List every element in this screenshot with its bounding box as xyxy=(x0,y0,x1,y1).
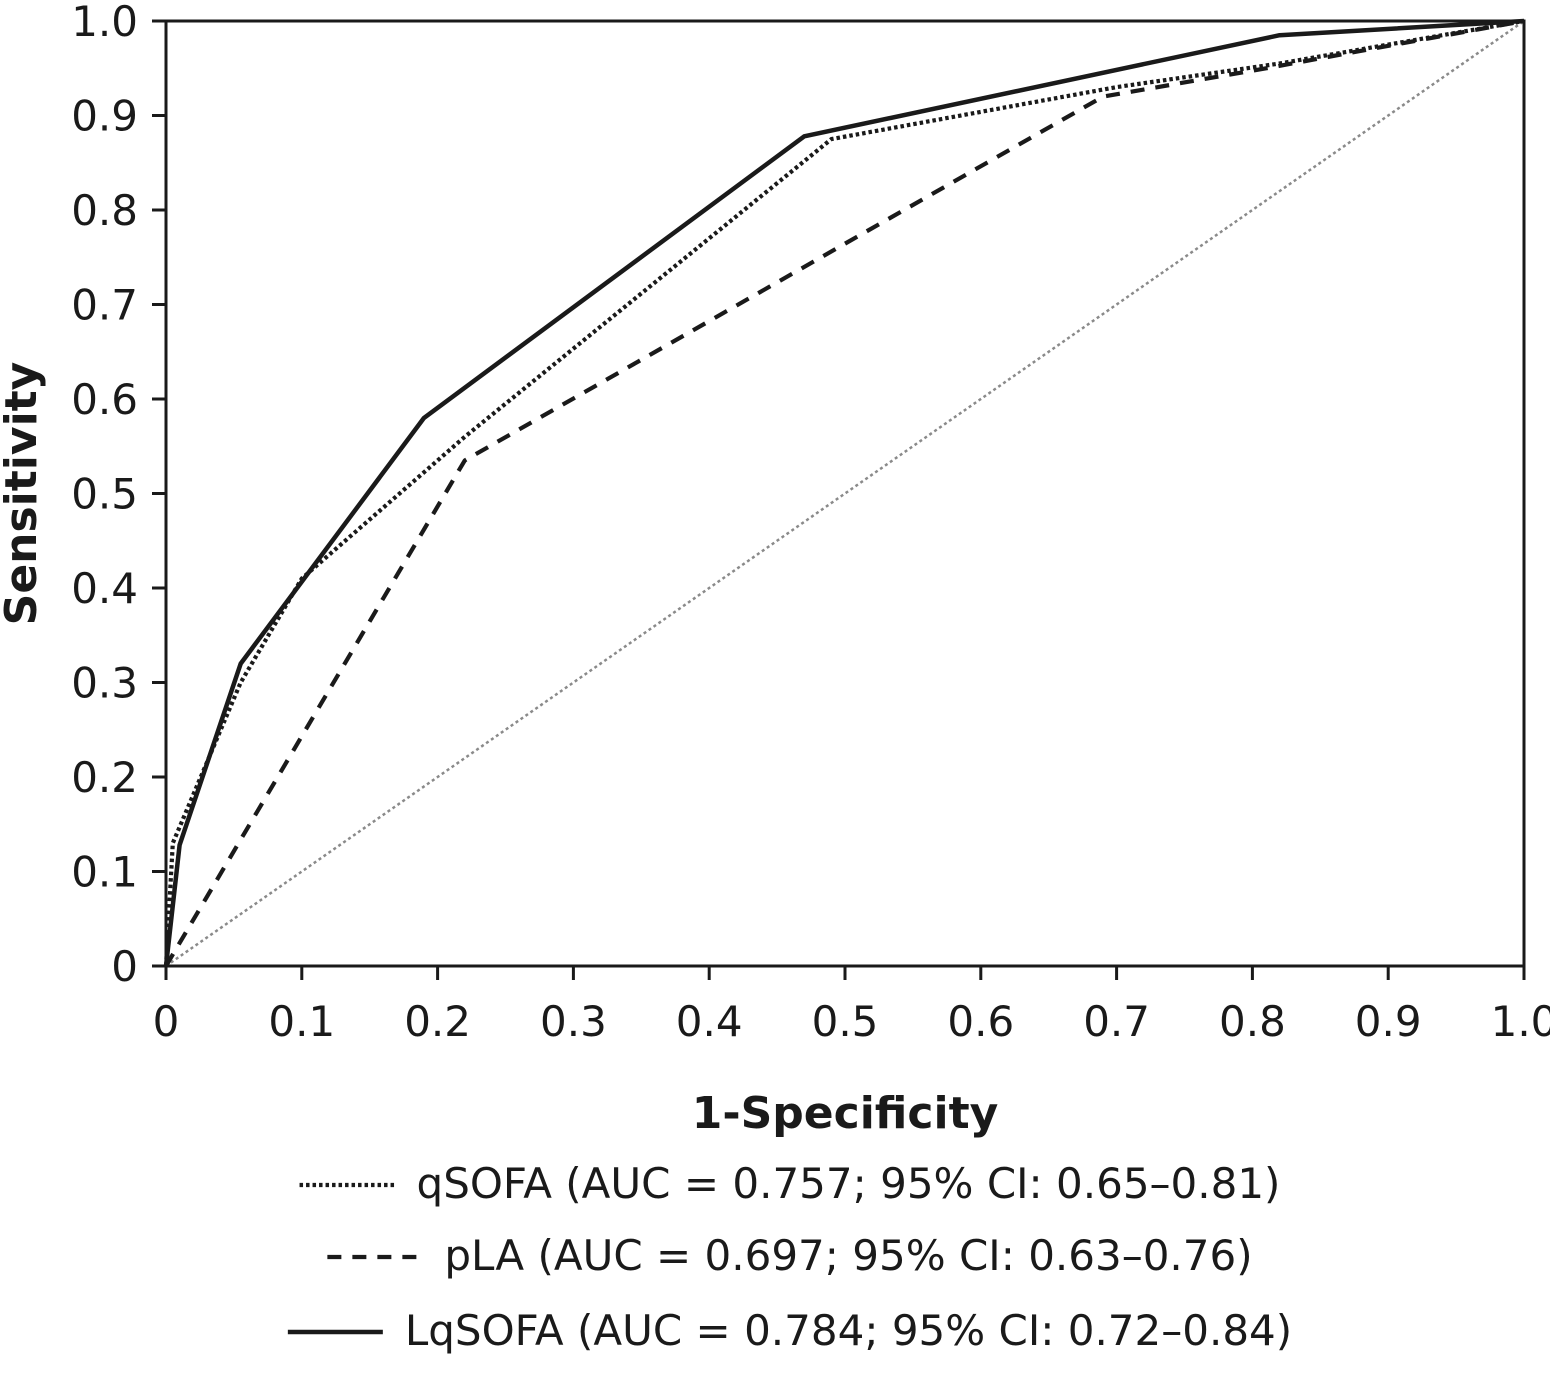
y-tick-label: 0.8 xyxy=(71,186,138,235)
y-tick-label: 0.6 xyxy=(71,375,138,424)
y-tick-label: 0.5 xyxy=(71,470,138,519)
x-tick-label: 0.4 xyxy=(676,997,743,1046)
x-axis-title: 1-Specificity xyxy=(692,1088,999,1139)
legend-label-pla: pLA (AUC = 0.697; 95% CI: 0.63–0.76) xyxy=(444,1231,1252,1280)
series-line-lqsofa xyxy=(163,18,1525,967)
y-axis-title: Sensitivity xyxy=(0,362,47,626)
y-tick-label: 0.3 xyxy=(71,659,138,708)
x-tick-label: 0.5 xyxy=(812,997,879,1046)
y-tick-label: 0.9 xyxy=(71,92,138,141)
legend-label-lqsofa: LqSOFA (AUC = 0.784; 95% CI: 0.72–0.84) xyxy=(405,1306,1292,1355)
x-tick-label: 0.6 xyxy=(947,997,1014,1046)
x-tick-label: 0.3 xyxy=(540,997,607,1046)
ticks-layer: 0 0.1 0.2 0.3 0.4 0.5 0.6 0.7 0.8 0.9 1.0 0 0.1 0.2 0.… xyxy=(71,0,1550,1046)
legend-item-pla: pLA (AUC = 0.697; 95% CI: 0.63–0.76) xyxy=(327,1231,1253,1280)
x-tick-label: 0.2 xyxy=(404,997,471,1046)
y-tick-label: 1.0 xyxy=(71,0,138,46)
x-tick-label: 0.8 xyxy=(1219,997,1286,1046)
y-tick-label: 0 xyxy=(111,942,138,991)
x-tick-label: 0 xyxy=(153,997,180,1046)
x-tick-label: 0.7 xyxy=(1083,997,1150,1046)
x-tick-label: 0.9 xyxy=(1355,997,1422,1046)
legend-label-qsofa: qSOFA (AUC = 0.757; 95% CI: 0.65–0.81) xyxy=(417,1159,1281,1208)
legend-item-lqsofa: LqSOFA (AUC = 0.784; 95% CI: 0.72–0.84) xyxy=(287,1306,1292,1355)
legend: qSOFA (AUC = 0.757; 95% CI: 0.65–0.81) p… xyxy=(287,1159,1292,1355)
x-tick-label: 1.0 xyxy=(1491,997,1550,1046)
y-tick-label: 0.2 xyxy=(71,753,138,802)
plot-layer xyxy=(163,18,1525,968)
y-tick-label: 0.1 xyxy=(71,848,138,897)
y-tick-label: 0.4 xyxy=(71,564,138,613)
y-tick-label: 0.7 xyxy=(71,281,138,330)
x-tick-label: 0.1 xyxy=(268,997,335,1046)
legend-item-qsofa: qSOFA (AUC = 0.757; 95% CI: 0.65–0.81) xyxy=(299,1159,1281,1208)
plot-frame xyxy=(164,19,1526,968)
